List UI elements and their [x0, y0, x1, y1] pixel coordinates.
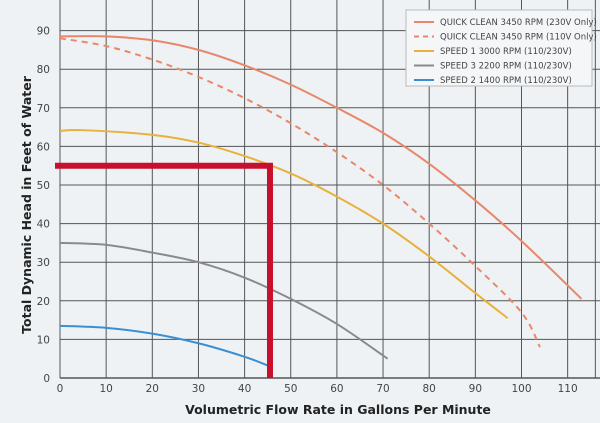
x-axis-label: Volumetric Flow Rate in Gallons Per Minu…: [185, 402, 491, 417]
y-tick-label: 50: [37, 180, 50, 192]
x-tick-label: 10: [99, 383, 112, 395]
legend-entry: QUICK CLEAN 3450 RPM (230V Only): [440, 18, 597, 28]
y-tick-label: 20: [37, 296, 50, 308]
x-tick-label: 30: [192, 383, 205, 395]
y-tick-label: 60: [37, 141, 50, 153]
y-tick-label: 70: [37, 103, 50, 115]
operating-point-marker: [55, 162, 273, 378]
x-tick-label: 80: [423, 383, 436, 395]
x-tick-label: 70: [376, 383, 389, 395]
x-tick-label: 100: [511, 383, 531, 395]
series-line: [59, 35, 583, 300]
series-line: [59, 37, 541, 348]
y-tick-label: 40: [37, 219, 50, 231]
legend-entry: SPEED 1 3000 RPM (110/230V): [440, 47, 572, 57]
series-line: [59, 129, 509, 319]
y-tick-label: 90: [37, 26, 50, 38]
x-tick-label: 60: [330, 383, 343, 395]
legend-entry: SPEED 3 2200 RPM (110/230V): [440, 62, 572, 72]
x-tick-label: 0: [57, 383, 64, 395]
y-tick-label: 0: [43, 373, 50, 385]
y-tick-label: 80: [37, 64, 50, 76]
series-line: [59, 324, 271, 368]
x-tick-label: 50: [284, 383, 297, 395]
y-axis-label: Total Dynamic Head in Feet of Water: [19, 75, 34, 334]
legend-entry: SPEED 2 1400 RPM (110/230V): [440, 76, 572, 86]
y-tick-label: 10: [37, 334, 50, 346]
x-tick-label: 40: [238, 383, 251, 395]
x-tick-label: 20: [146, 383, 159, 395]
x-tick-label: 90: [469, 383, 482, 395]
x-tick-label: 110: [558, 383, 578, 395]
y-tick-label: 30: [37, 257, 50, 269]
legend-entry: QUICK CLEAN 3450 RPM (110V Only): [440, 33, 597, 43]
legend: QUICK CLEAN 3450 RPM (230V Only) QUICK CL…: [405, 9, 597, 87]
series-line: [59, 241, 389, 360]
